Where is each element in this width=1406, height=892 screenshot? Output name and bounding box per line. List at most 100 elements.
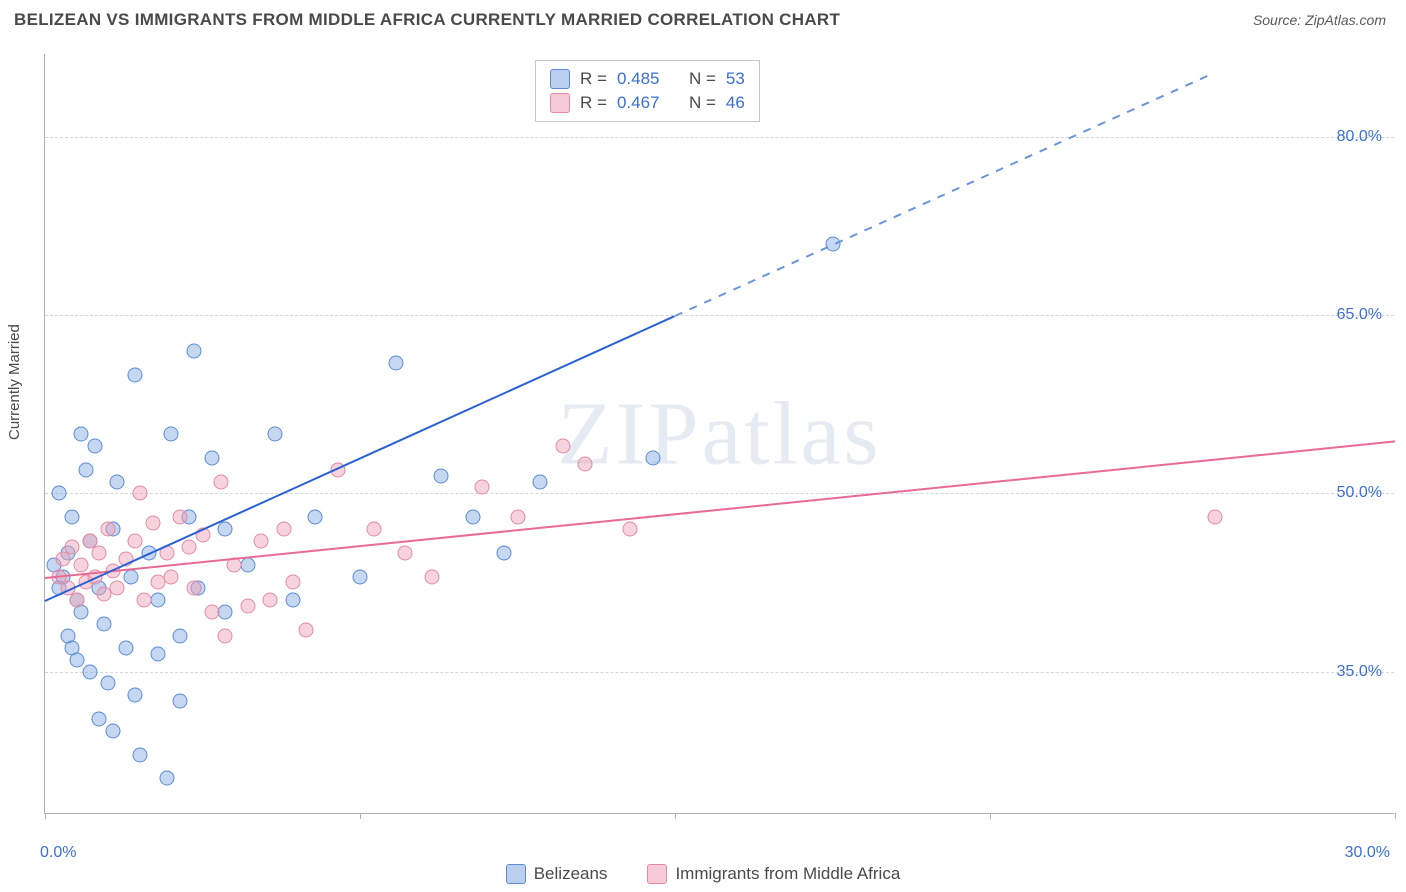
legend-label-pink: Immigrants from Middle Africa [675,864,900,884]
swatch-blue-icon [506,864,526,884]
gridline [45,315,1394,316]
scatter-point [308,510,323,525]
scatter-point [533,474,548,489]
n-value-pink: 46 [726,93,745,113]
correlation-legend-box: R = 0.485 N = 53 R = 0.467 N = 46 [535,60,760,122]
scatter-point [146,516,161,531]
legend-row-blue: R = 0.485 N = 53 [550,67,745,91]
scatter-point [69,593,84,608]
legend-label-blue: Belizeans [534,864,608,884]
scatter-point [173,510,188,525]
scatter-point [389,355,404,370]
scatter-point [110,474,125,489]
scatter-point [128,367,143,382]
scatter-point [65,539,80,554]
scatter-point [74,557,89,572]
chart-title: BELIZEAN VS IMMIGRANTS FROM MIDDLE AFRIC… [14,10,840,30]
legend-row-pink: R = 0.467 N = 46 [550,91,745,115]
n-label: N = [689,93,716,113]
source-label: Source: ZipAtlas.com [1253,12,1386,28]
x-tick-mark [675,813,676,819]
scatter-point [150,593,165,608]
scatter-point [83,664,98,679]
scatter-point [74,427,89,442]
scatter-point [150,646,165,661]
scatter-chart: ZIPatlas R = 0.485 N = 53 R = 0.467 N = … [44,54,1394,814]
scatter-point [353,569,368,584]
scatter-point [96,617,111,632]
x-tick-mark [45,813,46,819]
scatter-point [465,510,480,525]
scatter-point [398,545,413,560]
scatter-point [254,533,269,548]
scatter-point [366,522,381,537]
scatter-point [240,599,255,614]
scatter-point [128,688,143,703]
n-label: N = [689,69,716,89]
x-tick-mark [1395,813,1396,819]
scatter-point [1208,510,1223,525]
scatter-point [263,593,278,608]
r-value-blue: 0.485 [617,69,660,89]
scatter-point [218,522,233,537]
n-value-blue: 53 [726,69,745,89]
scatter-point [92,545,107,560]
r-label: R = [580,69,607,89]
scatter-point [173,694,188,709]
scatter-point [267,427,282,442]
y-tick-label: 50.0% [1337,484,1382,502]
scatter-point [204,605,219,620]
scatter-point [128,533,143,548]
scatter-point [285,575,300,590]
scatter-point [78,462,93,477]
scatter-point [164,427,179,442]
scatter-point [105,723,120,738]
scatter-point [173,628,188,643]
scatter-point [186,343,201,358]
scatter-point [623,522,638,537]
scatter-point [110,581,125,596]
scatter-point [276,522,291,537]
x-tick-0: 0.0% [40,844,76,862]
scatter-point [132,486,147,501]
legend-item-pink: Immigrants from Middle Africa [647,864,900,884]
scatter-point [101,676,116,691]
x-tick-30: 30.0% [1345,844,1390,862]
x-tick-mark [360,813,361,819]
scatter-point [645,450,660,465]
swatch-blue-icon [550,69,570,89]
scatter-point [213,474,228,489]
r-value-pink: 0.467 [617,93,660,113]
gridline [45,672,1394,673]
scatter-point [51,486,66,501]
bottom-legend: Belizeans Immigrants from Middle Africa [0,864,1406,884]
scatter-point [204,450,219,465]
scatter-point [101,522,116,537]
scatter-point [137,593,152,608]
scatter-point [159,771,174,786]
scatter-point [474,480,489,495]
scatter-point [65,510,80,525]
gridline [45,493,1394,494]
scatter-point [87,438,102,453]
gridline [45,137,1394,138]
r-label: R = [580,93,607,113]
scatter-point [497,545,512,560]
y-axis-label: Currently Married [6,324,23,440]
scatter-point [578,456,593,471]
scatter-point [119,640,134,655]
scatter-point [182,539,197,554]
swatch-pink-icon [550,93,570,113]
scatter-point [555,438,570,453]
y-tick-label: 65.0% [1337,306,1382,324]
y-tick-label: 35.0% [1337,663,1382,681]
scatter-point [299,622,314,637]
scatter-point [285,593,300,608]
watermark-text: ZIPatlas [558,382,882,485]
y-tick-label: 80.0% [1337,128,1382,146]
scatter-point [425,569,440,584]
scatter-point [164,569,179,584]
legend-item-blue: Belizeans [506,864,608,884]
scatter-point [186,581,201,596]
scatter-point [218,628,233,643]
